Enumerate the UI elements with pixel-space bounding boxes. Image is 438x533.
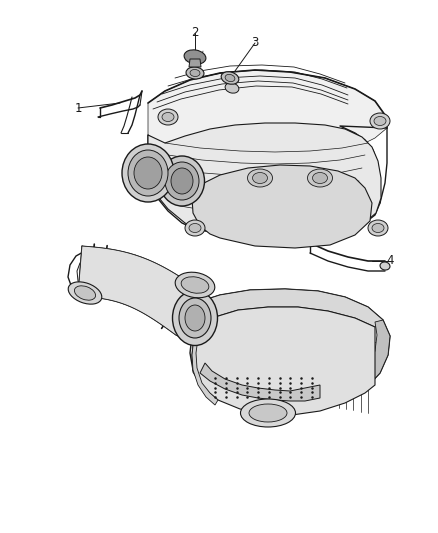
Polygon shape [148, 123, 381, 239]
Polygon shape [192, 165, 372, 248]
Text: 1: 1 [74, 101, 82, 115]
Ellipse shape [128, 150, 168, 196]
Polygon shape [192, 307, 375, 415]
Ellipse shape [190, 69, 200, 77]
Ellipse shape [221, 72, 239, 84]
Ellipse shape [159, 156, 205, 206]
Ellipse shape [165, 162, 199, 200]
Polygon shape [192, 326, 218, 405]
Ellipse shape [370, 113, 390, 129]
Ellipse shape [179, 298, 211, 338]
Ellipse shape [162, 112, 174, 122]
Polygon shape [78, 246, 206, 343]
Polygon shape [358, 320, 390, 389]
Ellipse shape [189, 223, 201, 232]
Ellipse shape [249, 404, 287, 422]
Ellipse shape [74, 286, 95, 300]
Ellipse shape [312, 173, 328, 183]
Ellipse shape [175, 272, 215, 298]
Text: 4: 4 [386, 254, 394, 268]
Ellipse shape [184, 50, 206, 64]
Text: 3: 3 [251, 36, 259, 50]
Ellipse shape [247, 169, 272, 187]
Polygon shape [200, 363, 320, 401]
Ellipse shape [185, 305, 205, 331]
Ellipse shape [252, 173, 268, 183]
Ellipse shape [225, 83, 239, 93]
Ellipse shape [158, 109, 178, 125]
Ellipse shape [173, 290, 218, 345]
Ellipse shape [186, 67, 204, 79]
Ellipse shape [181, 277, 209, 293]
Ellipse shape [380, 262, 390, 270]
Polygon shape [189, 59, 201, 67]
Ellipse shape [225, 75, 235, 82]
Polygon shape [195, 289, 383, 327]
Ellipse shape [374, 117, 386, 125]
Ellipse shape [68, 282, 102, 304]
Polygon shape [148, 70, 387, 159]
Text: 2: 2 [191, 27, 199, 39]
Ellipse shape [240, 399, 296, 427]
Ellipse shape [372, 223, 384, 232]
Ellipse shape [307, 169, 332, 187]
Ellipse shape [171, 168, 193, 194]
Ellipse shape [185, 220, 205, 236]
Ellipse shape [122, 144, 174, 202]
Ellipse shape [134, 157, 162, 189]
Ellipse shape [368, 220, 388, 236]
Polygon shape [190, 289, 390, 413]
